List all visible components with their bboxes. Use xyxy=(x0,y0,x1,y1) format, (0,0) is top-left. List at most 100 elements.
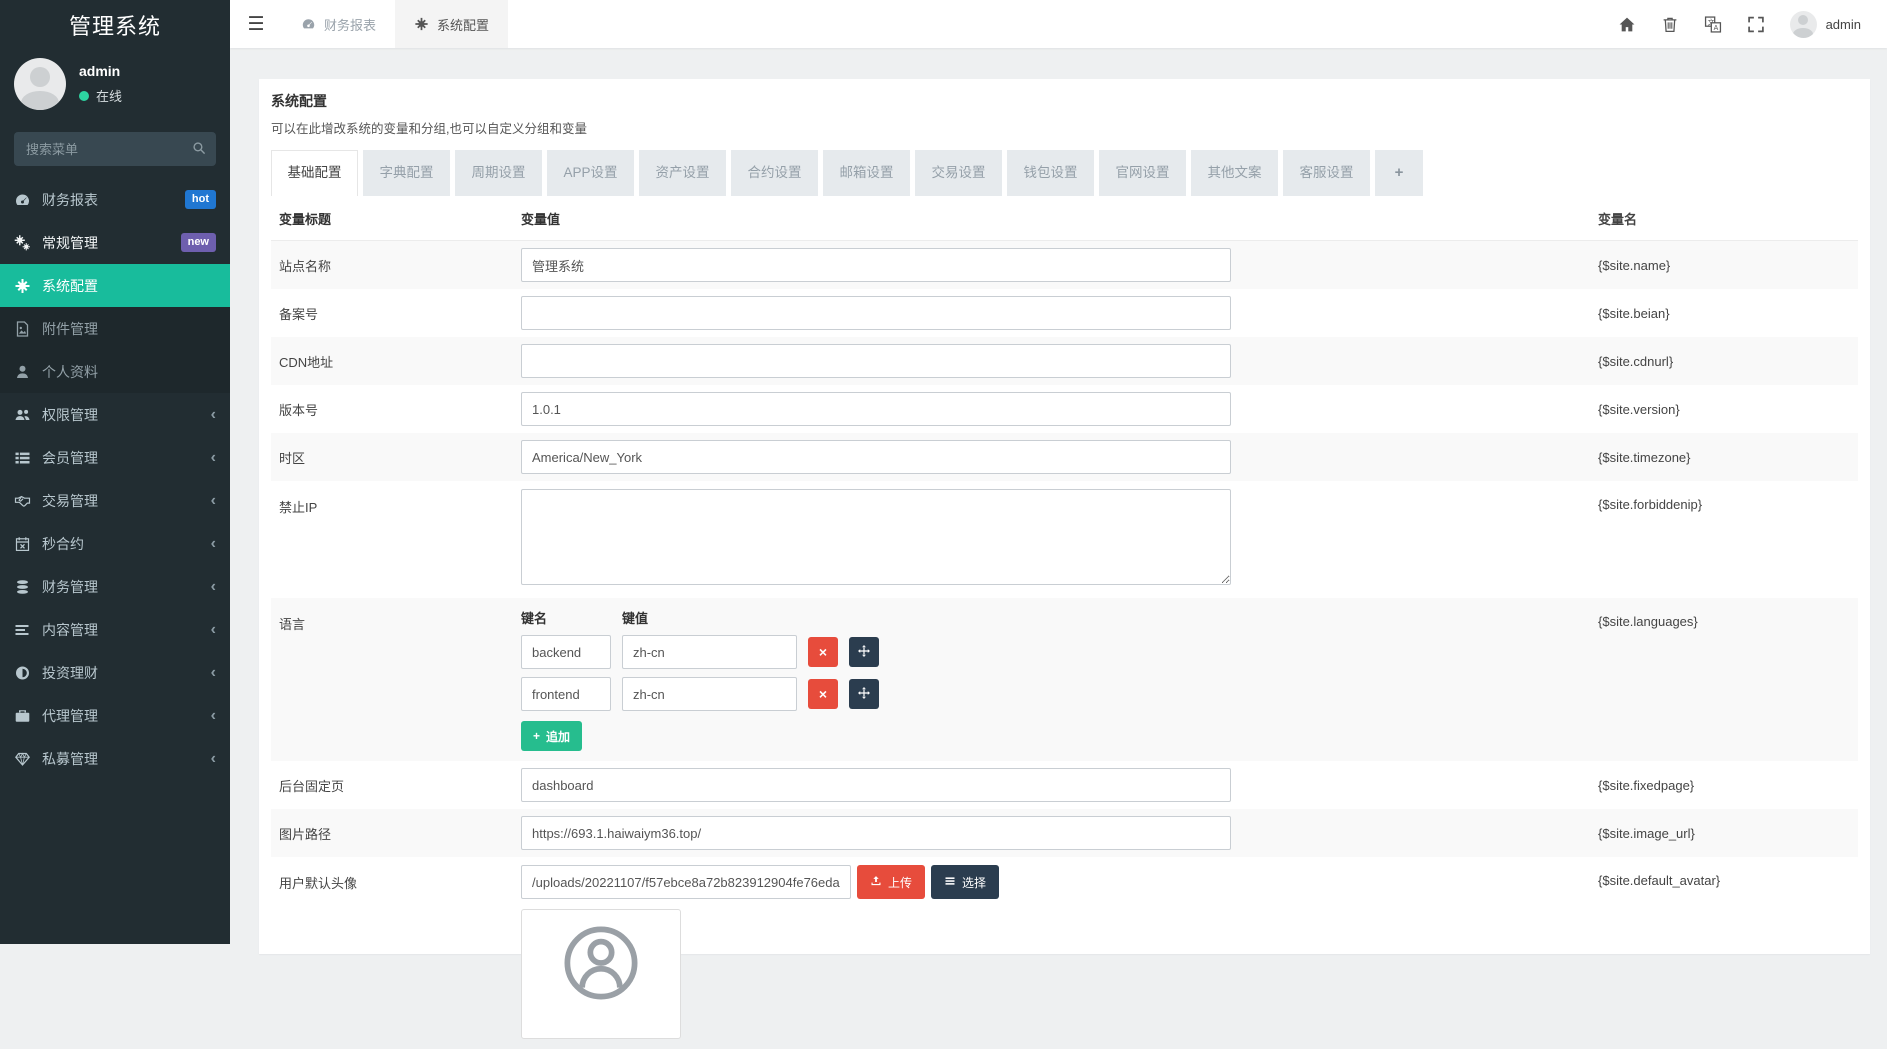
config-tab[interactable]: 钱包设置 xyxy=(1007,150,1094,196)
list-icon xyxy=(944,875,956,890)
keyvalue-headers: 键名 键值 xyxy=(521,608,1598,627)
sidebar-item[interactable]: 私募管理 ‹ xyxy=(0,737,230,780)
chevron-left-icon: ‹ xyxy=(210,663,216,681)
config-tab[interactable]: 字典配置 xyxy=(363,150,450,196)
table-row: 后台固定页 {$site.fixedpage} xyxy=(271,761,1858,809)
row-value-textarea[interactable] xyxy=(521,489,1231,585)
row-value xyxy=(521,440,1598,474)
config-tab[interactable]: 基础配置 xyxy=(271,150,358,196)
row-value-input[interactable] xyxy=(521,248,1231,282)
config-tab[interactable]: 合约设置 xyxy=(731,150,818,196)
topbar-tab[interactable]: 系统配置 xyxy=(395,0,509,48)
row-var-name: {$site.cdnurl} xyxy=(1598,353,1674,369)
sidebar-item-label: 内容管理 xyxy=(42,621,98,638)
upload-button[interactable]: 上传 xyxy=(857,865,926,899)
gears-icon xyxy=(14,234,31,251)
config-tab[interactable]: 资产设置 xyxy=(639,150,726,196)
row-value-input[interactable] xyxy=(521,296,1231,330)
th-list-icon xyxy=(14,450,31,466)
search-input[interactable] xyxy=(14,132,216,166)
row-label: 语言 xyxy=(279,617,306,632)
row-var-name: {$site.beian} xyxy=(1598,305,1670,321)
sidebar-item[interactable]: 代理管理 ‹ xyxy=(0,694,230,737)
trash-button[interactable] xyxy=(1661,16,1679,33)
sidebar-badge: new xyxy=(180,233,216,252)
row-label: 用户默认头像 xyxy=(279,876,358,891)
chevron-left-icon: ‹ xyxy=(210,491,216,509)
online-dot-icon xyxy=(79,90,89,101)
sidebar-item[interactable]: 个人资料 xyxy=(0,350,230,393)
value-input[interactable] xyxy=(622,677,797,711)
main-content: 系统配置 可以在此增改系统的变量和分组,也可以自定义分组和变量 基础配置 字典配置… xyxy=(230,48,1887,1039)
choose-button[interactable]: 选择 xyxy=(931,865,1000,899)
table-row: 备案号 {$site.beian} xyxy=(271,289,1858,337)
avatar-preview[interactable] xyxy=(521,909,681,1039)
row-var-name: {$site.fixedpage} xyxy=(1598,777,1695,793)
add-button-label: 追加 xyxy=(546,729,571,744)
add-pair-button[interactable]: + 追加 xyxy=(521,721,583,751)
expand-button[interactable] xyxy=(1747,16,1765,33)
app-title: 管理系统 xyxy=(68,14,161,39)
sidebar-item[interactable]: 系统配置 xyxy=(0,264,230,307)
gear-icon xyxy=(14,278,31,294)
topbar-tab-label: 系统配置 xyxy=(437,17,490,33)
sidebar-item[interactable]: 投资理财 ‹ xyxy=(0,651,230,694)
config-tab[interactable]: 交易设置 xyxy=(915,150,1002,196)
file-path-input[interactable] xyxy=(521,865,851,899)
move-row-button[interactable] xyxy=(849,679,879,709)
page-title: 系统配置 xyxy=(271,93,327,109)
svg-text:文: 文 xyxy=(1707,17,1714,26)
sidebar-item[interactable]: 财务管理 ‹ xyxy=(0,565,230,608)
row-value-input[interactable] xyxy=(521,392,1231,426)
row-value xyxy=(521,489,1598,588)
config-tab[interactable]: 官网设置 xyxy=(1099,150,1186,196)
translate-button[interactable]: 文A xyxy=(1704,15,1722,33)
row-value-input[interactable] xyxy=(521,768,1231,802)
topbar-tab[interactable]: 财务报表 xyxy=(282,0,395,48)
config-tab[interactable]: 客服设置 xyxy=(1283,150,1370,196)
sidebar-item[interactable]: 权限管理 ‹ xyxy=(0,393,230,436)
sidebar-item[interactable]: 内容管理 ‹ xyxy=(0,608,230,651)
table-row: CDN地址 {$site.cdnurl} xyxy=(271,337,1858,385)
row-value-input[interactable] xyxy=(521,344,1231,378)
sidebar-item-label: 代理管理 xyxy=(42,707,98,724)
row-value-input[interactable] xyxy=(521,440,1231,474)
plus-icon: + xyxy=(533,729,541,743)
sidebar-item[interactable]: 会员管理 ‹ xyxy=(0,436,230,479)
calendar-x-icon xyxy=(14,536,31,552)
sidebar-item[interactable]: 财务报表 hot xyxy=(0,178,230,221)
config-card: 系统配置 可以在此增改系统的变量和分组,也可以自定义分组和变量 基础配置 字典配置… xyxy=(259,79,1870,1039)
sidebar-item[interactable]: 秒合约 ‹ xyxy=(0,522,230,565)
config-tab[interactable]: APP设置 xyxy=(547,150,634,196)
sidebar-item[interactable]: 附件管理 xyxy=(0,307,230,350)
topbar-username: admin xyxy=(1825,16,1861,32)
sidebar-item-label: 常规管理 xyxy=(42,234,98,251)
add-tab-button[interactable]: + xyxy=(1375,150,1423,196)
key-input[interactable] xyxy=(521,635,611,669)
sidebar-item-label: 投资理财 xyxy=(42,664,98,681)
row-value-input[interactable] xyxy=(521,816,1231,850)
sidebar-item-label: 会员管理 xyxy=(42,449,98,466)
config-tab[interactable]: 邮箱设置 xyxy=(823,150,910,196)
config-tab[interactable]: 周期设置 xyxy=(455,150,542,196)
user-avatar xyxy=(14,58,66,110)
choose-button-label: 选择 xyxy=(962,875,987,890)
key-input[interactable] xyxy=(521,677,611,711)
move-icon xyxy=(858,686,870,702)
user-menu[interactable]: admin xyxy=(1789,10,1861,38)
delete-row-button[interactable]: × xyxy=(808,637,838,667)
hamburger-menu-icon[interactable]: ☰ xyxy=(230,0,282,48)
search-icon[interactable] xyxy=(186,137,211,162)
table-row: 图片路径 {$site.image_url} xyxy=(271,809,1858,857)
topbar-right: 文A admin xyxy=(1618,0,1887,48)
sidebar-item[interactable]: 常规管理 new xyxy=(0,221,230,264)
row-value: 上传 选择 xyxy=(521,865,1598,1039)
key-header: 键名 xyxy=(521,611,548,626)
config-tab[interactable]: 其他文案 xyxy=(1191,150,1278,196)
row-var-name: {$site.languages} xyxy=(1598,614,1698,629)
home-button[interactable] xyxy=(1618,16,1636,33)
delete-row-button[interactable]: × xyxy=(808,679,838,709)
move-row-button[interactable] xyxy=(849,637,879,667)
sidebar-item[interactable]: 交易管理 ‹ xyxy=(0,479,230,522)
value-input[interactable] xyxy=(622,635,797,669)
